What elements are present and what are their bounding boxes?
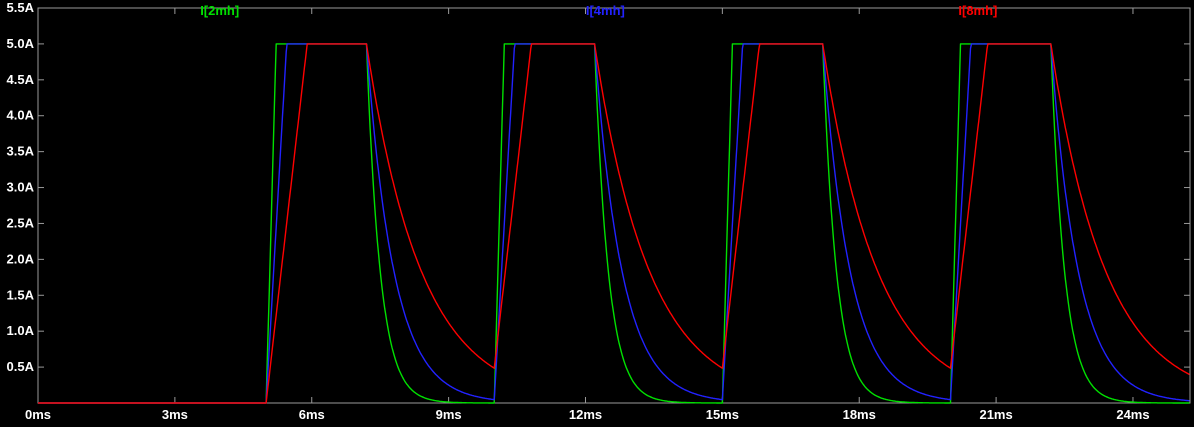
- y-tick-label: 3.5A: [7, 144, 35, 159]
- x-tick-label: 9ms: [436, 407, 462, 422]
- y-tick-label: 0.5A: [7, 359, 35, 374]
- plot-frame: [37, 7, 1191, 404]
- y-tick-label: 4.5A: [7, 72, 35, 87]
- legend-item-i2mh[interactable]: I[2mh]: [200, 3, 240, 18]
- trace-i8mh[interactable]: [38, 43, 1190, 404]
- trace-i4mh[interactable]: [38, 43, 1190, 404]
- x-tick-label: 6ms: [299, 407, 325, 422]
- y-tick-label: 2.0A: [7, 251, 35, 266]
- y-tick-label: 2.5A: [7, 215, 35, 230]
- x-tick-label: 12ms: [569, 407, 602, 422]
- x-tick-label: 15ms: [706, 407, 739, 422]
- x-tick-label: 21ms: [979, 407, 1012, 422]
- legend-item-i8mh[interactable]: I[8mh]: [958, 3, 998, 18]
- x-tick-label: 0ms: [25, 407, 51, 422]
- x-tick-label: 18ms: [843, 407, 876, 422]
- legend-item-i4mh[interactable]: I[4mh]: [585, 3, 625, 18]
- y-tick-label: 5.0A: [7, 36, 35, 51]
- y-tick-label: 5.5A: [7, 0, 35, 15]
- y-tick-label: 3.0A: [7, 180, 35, 195]
- y-tick-label: 1.0A: [7, 323, 35, 338]
- y-tick-label: 4.0A: [7, 108, 35, 123]
- y-tick-label: 1.5A: [7, 287, 35, 302]
- x-tick-label: 3ms: [162, 407, 188, 422]
- x-tick-label: 24ms: [1116, 407, 1149, 422]
- legend: I[2mh] I[4mh] I[8mh]: [0, 0, 1194, 20]
